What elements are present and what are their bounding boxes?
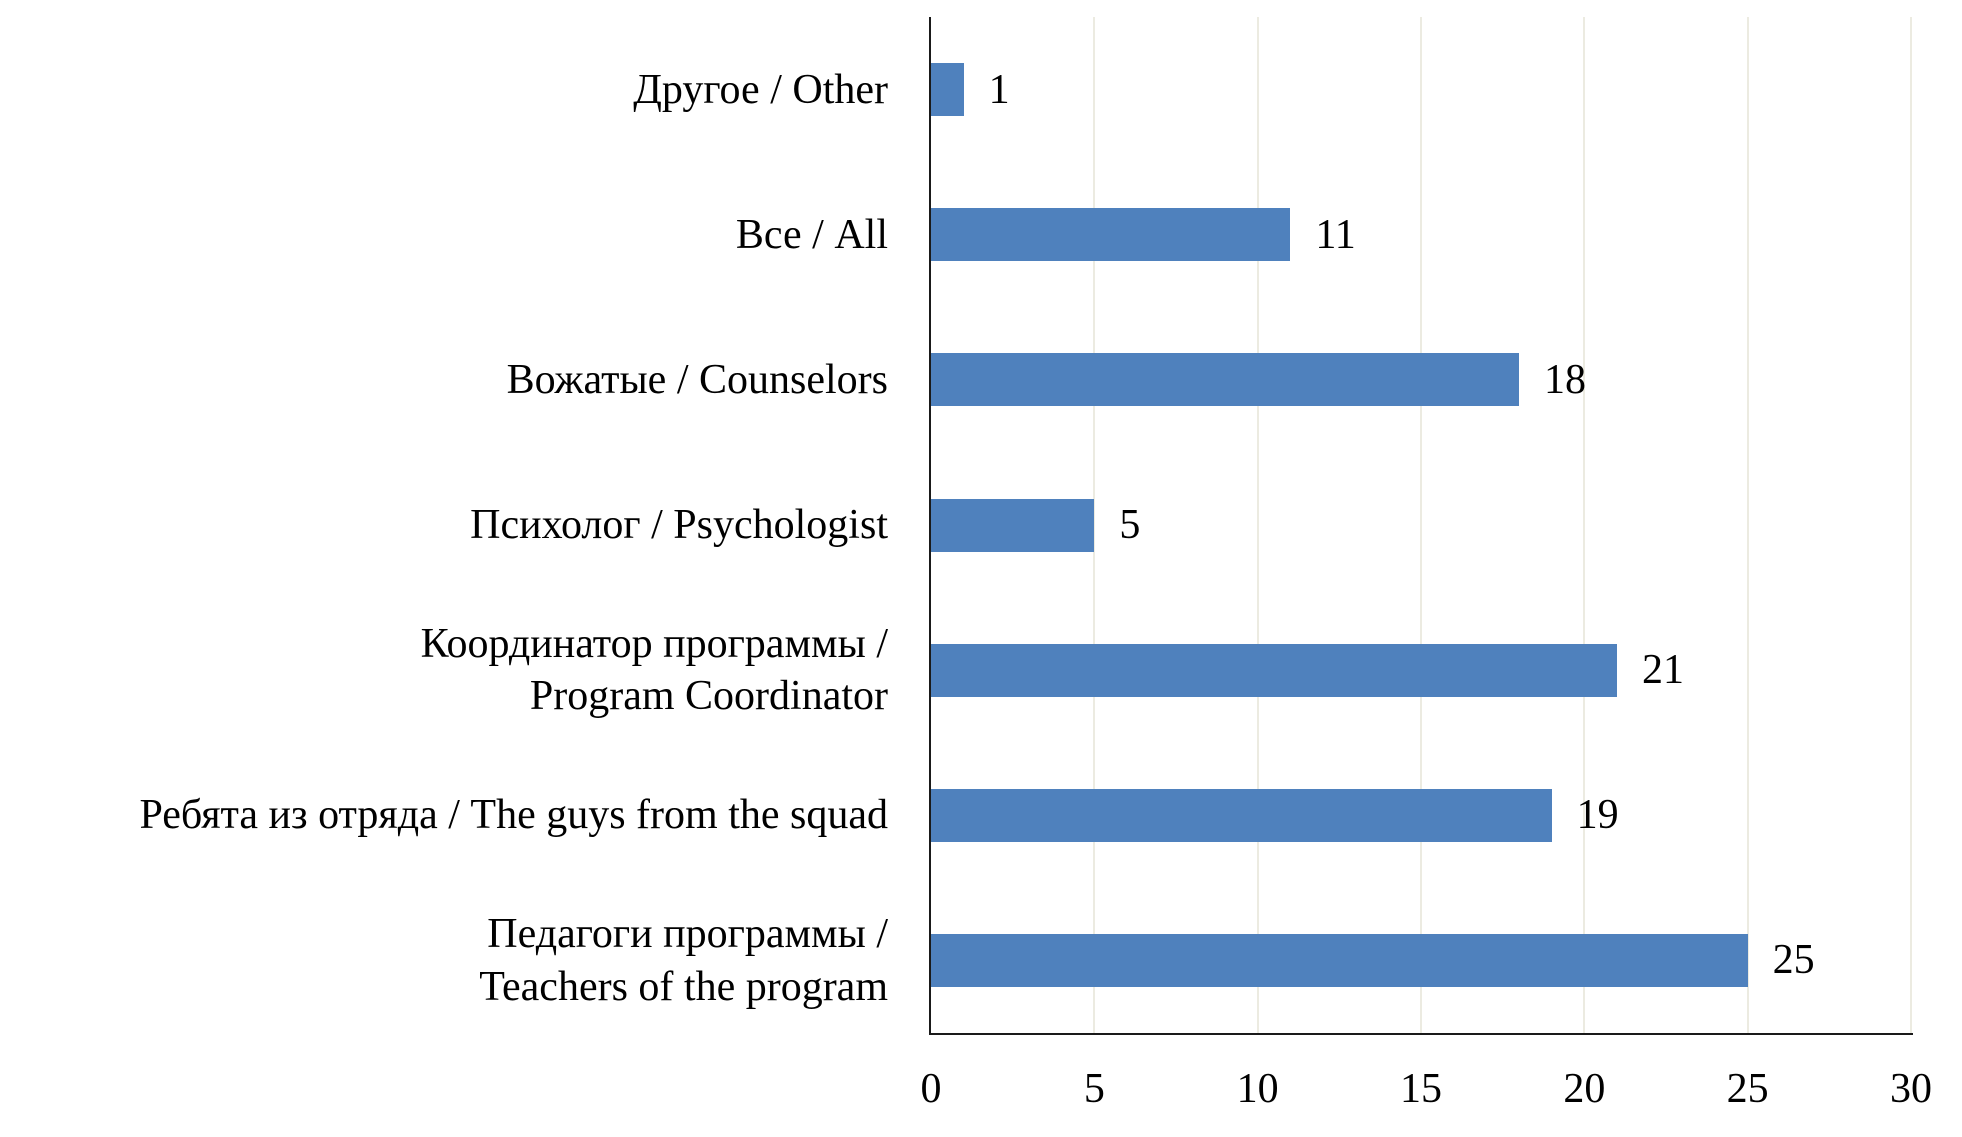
value-label: 5 — [1119, 502, 1141, 548]
value-label: 1 — [988, 66, 1010, 113]
x-tick-label: 20 — [1563, 1066, 1606, 1112]
bar — [931, 643, 1617, 697]
value-label: 25 — [1772, 937, 1815, 984]
value-label: 21 — [1642, 647, 1684, 694]
value-label: 18 — [1544, 356, 1586, 403]
x-tick-label: 0 — [920, 1066, 942, 1112]
bar — [931, 498, 1095, 552]
y-axis-line — [929, 17, 931, 1035]
gridline — [1256, 17, 1259, 1033]
x-axis-line — [929, 1033, 1913, 1035]
category-label: Все / All — [735, 211, 888, 258]
x-tick-label: 25 — [1726, 1066, 1769, 1112]
category-label: Ребята из отряда / The guys from the squ… — [139, 792, 888, 839]
value-label: 11 — [1315, 211, 1356, 258]
gridline — [1746, 17, 1749, 1033]
category-label: Психолог / Psychologist — [470, 501, 888, 548]
category-label: Педагоги программы / Teachers of the pro… — [479, 911, 888, 1010]
category-label: Вожатые / Counselors — [506, 356, 888, 403]
x-tick-label: 5 — [1083, 1066, 1105, 1112]
category-label: Координатор программы / Program Coordina… — [420, 621, 888, 720]
category-label: Другое / Other — [633, 66, 888, 113]
plot-area: 1 11 18 5 21 19 25 — [929, 17, 1913, 1035]
x-tick-label: 15 — [1400, 1066, 1442, 1112]
bar — [931, 353, 1519, 407]
x-tick-label: 30 — [1890, 1066, 1932, 1112]
bar — [931, 788, 1552, 842]
gridline — [1910, 17, 1912, 1033]
value-label: 19 — [1576, 792, 1619, 839]
x-tick-label: 10 — [1236, 1066, 1279, 1112]
bar — [931, 208, 1291, 262]
bar — [931, 933, 1748, 987]
bar — [931, 63, 964, 117]
gridline — [1093, 17, 1096, 1033]
gridline — [1420, 17, 1422, 1033]
gridline — [1583, 17, 1586, 1033]
